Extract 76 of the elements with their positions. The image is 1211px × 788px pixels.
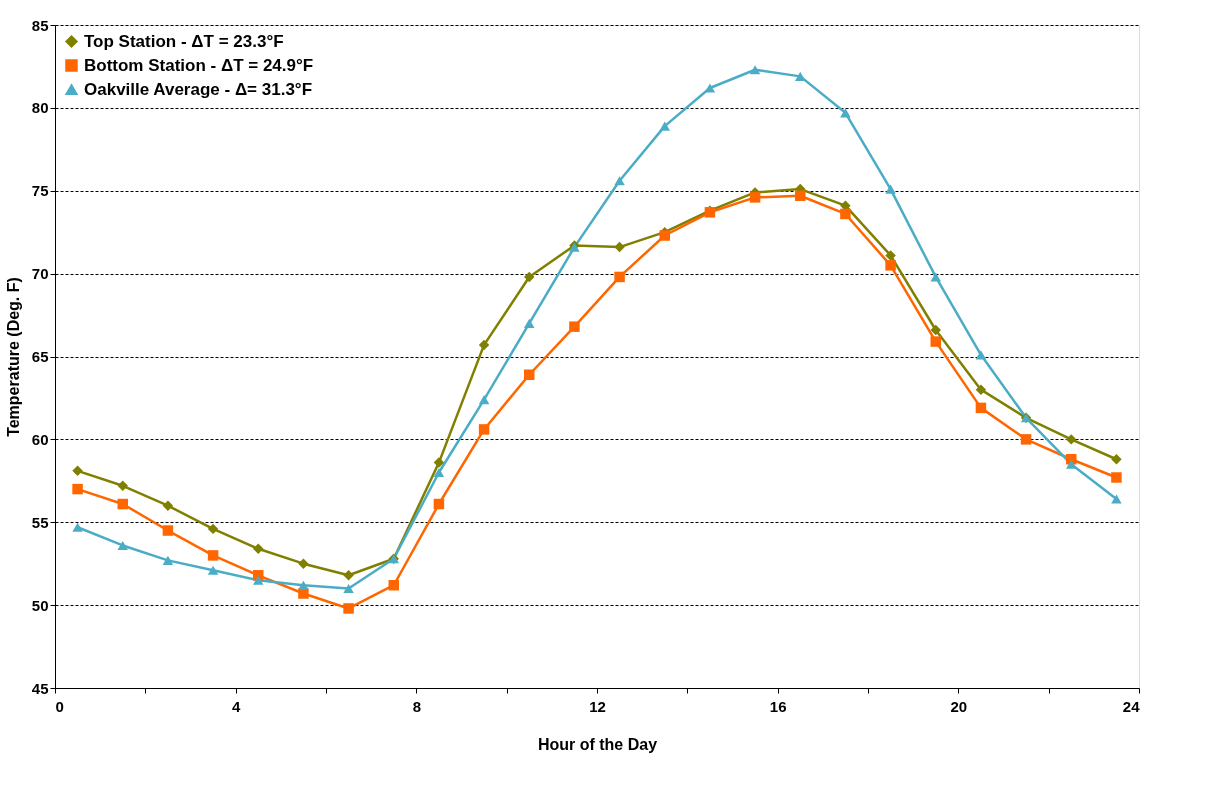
point [207, 523, 219, 535]
point [749, 65, 761, 75]
point [930, 336, 941, 347]
point [749, 192, 761, 203]
y-tick-label: 60 [31, 430, 49, 448]
point [253, 575, 264, 585]
point [1111, 494, 1122, 504]
legend-label: Bottom Station - ΔT = 24.9°F [84, 55, 314, 75]
y-tick-label: 80 [31, 99, 49, 117]
point [795, 71, 806, 81]
y-tick-label: 75 [31, 182, 49, 200]
point [162, 555, 174, 565]
point [569, 321, 580, 332]
point [478, 424, 490, 435]
point [388, 579, 399, 591]
point [162, 525, 174, 536]
point [253, 543, 264, 555]
point [478, 395, 490, 405]
point [343, 603, 354, 614]
x-tick-label: 8 [412, 697, 422, 715]
point [433, 467, 445, 478]
legend-label: Top Station - ΔT = 23.3°F [84, 31, 284, 51]
point [885, 184, 896, 194]
y-tick-label: 50 [31, 596, 49, 614]
point [72, 483, 83, 495]
point [1111, 472, 1122, 483]
x-tick-label: 4 [231, 697, 241, 715]
point [1020, 434, 1032, 445]
point [885, 260, 896, 271]
point [1111, 454, 1122, 465]
x-tick-label: 12 [589, 697, 606, 715]
legend-label: Oakville Average - Δ= 31.3°F [84, 79, 313, 99]
point [975, 402, 987, 414]
point [840, 108, 851, 118]
point [207, 550, 219, 561]
point [343, 584, 354, 594]
x-tick-label: 20 [950, 697, 968, 715]
y-tick-label: 55 [31, 513, 49, 531]
point [614, 241, 625, 253]
point [117, 480, 128, 492]
point [433, 498, 445, 510]
x-axis-title: Hour of the Day [537, 735, 658, 753]
point [72, 522, 83, 532]
point [162, 500, 174, 511]
point [343, 570, 354, 581]
x-tick-label: 16 [769, 697, 787, 715]
point [659, 230, 670, 241]
y-tick-label: 65 [31, 348, 49, 365]
x-tick-label: 24 [1122, 697, 1141, 715]
point [433, 457, 445, 468]
point [298, 558, 309, 569]
point [975, 384, 987, 395]
x-tick-label: 0 [55, 697, 64, 715]
point [659, 121, 670, 131]
point [1066, 459, 1077, 469]
point [840, 208, 851, 220]
point [117, 498, 128, 510]
point [930, 324, 941, 336]
point [72, 465, 83, 477]
point [975, 350, 987, 360]
point [207, 565, 219, 575]
point [524, 369, 535, 380]
point [117, 540, 128, 550]
point [524, 318, 535, 328]
point [885, 250, 896, 261]
y-tick-label: 45 [31, 679, 49, 697]
point [1066, 434, 1077, 445]
y-tick-label: 85 [31, 16, 49, 34]
y-tick-label: 70 [31, 265, 49, 283]
point [478, 339, 490, 351]
point [614, 176, 625, 186]
point [795, 190, 806, 201]
y-axis-title: Temperature (Deg. F) [4, 277, 22, 437]
point [614, 271, 625, 283]
point [524, 271, 535, 283]
point [298, 580, 309, 590]
